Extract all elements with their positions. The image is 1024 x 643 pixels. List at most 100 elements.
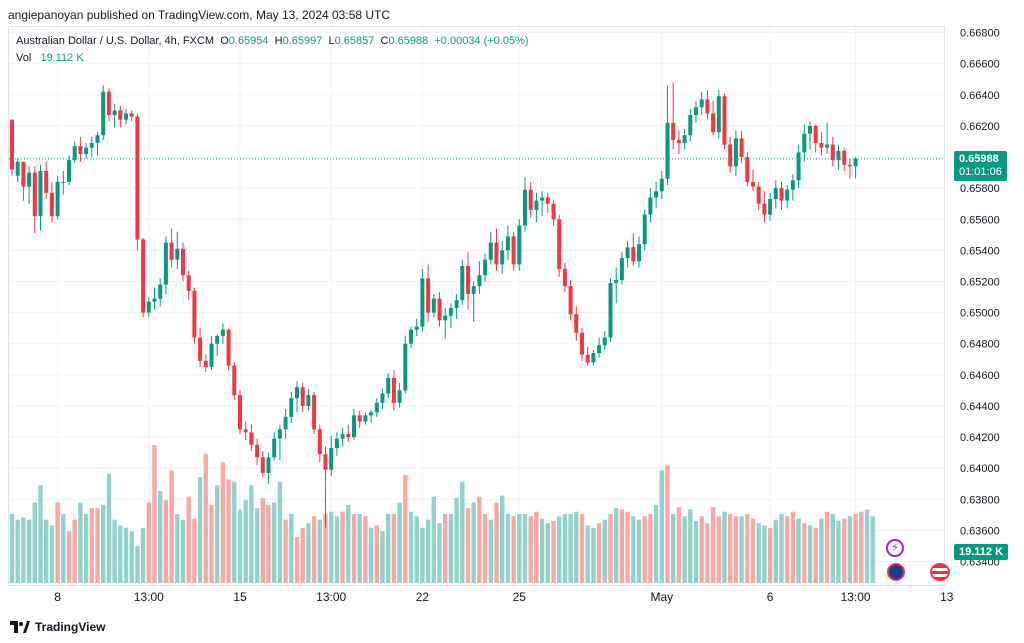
candle-body bbox=[44, 171, 49, 193]
volume-bar bbox=[596, 523, 602, 583]
volume-bar bbox=[169, 470, 174, 583]
volume-bar bbox=[294, 537, 300, 583]
candle-body bbox=[802, 133, 807, 153]
y-tick-label: 0.63600 bbox=[960, 525, 1000, 537]
candle-body bbox=[369, 412, 374, 416]
candle-body bbox=[551, 203, 556, 220]
volume-bar bbox=[272, 502, 277, 583]
candle-body bbox=[745, 157, 750, 182]
volume-bar bbox=[477, 496, 482, 583]
volume-bar bbox=[129, 531, 134, 583]
volume-bar bbox=[237, 509, 243, 583]
volume-bar bbox=[534, 511, 539, 583]
volume-bar bbox=[762, 525, 767, 583]
open-value: 0.65954 bbox=[228, 35, 269, 47]
bar-countdown: 01:01:06 bbox=[959, 166, 1002, 178]
candle-body bbox=[676, 139, 681, 144]
volume-bar bbox=[443, 514, 448, 583]
candle-body bbox=[671, 122, 676, 140]
candle-body bbox=[260, 457, 265, 473]
candle-body bbox=[842, 150, 847, 165]
candle-body bbox=[523, 189, 527, 226]
candle-body bbox=[209, 343, 214, 368]
volume-bar bbox=[317, 519, 322, 583]
volume-bar bbox=[665, 465, 670, 583]
candle-body bbox=[186, 275, 191, 291]
candle-body bbox=[38, 171, 43, 217]
candle-body bbox=[488, 242, 493, 260]
candle-body bbox=[409, 329, 413, 344]
candle-body bbox=[654, 191, 659, 198]
candle-body bbox=[10, 119, 14, 170]
volume-bar bbox=[26, 519, 32, 583]
volume-bar bbox=[562, 514, 568, 583]
volume-bar bbox=[614, 508, 619, 583]
close-label: C bbox=[380, 35, 389, 47]
candle-body bbox=[329, 447, 334, 470]
volume-bar bbox=[574, 511, 579, 583]
australia-flag-icon[interactable] bbox=[887, 563, 905, 581]
volume-bar bbox=[671, 514, 676, 583]
candle-body bbox=[779, 188, 784, 201]
x-tick-label: 13:00 bbox=[316, 590, 346, 604]
events-lightning-icon[interactable]: ⚡ bbox=[886, 539, 904, 557]
volume-bar bbox=[232, 481, 237, 583]
volume-bar bbox=[591, 527, 596, 583]
volume-bar bbox=[66, 531, 72, 583]
y-tick-label: 0.64800 bbox=[960, 339, 1000, 351]
volume-bar bbox=[180, 519, 186, 583]
volume-bar bbox=[380, 531, 385, 583]
candle-body bbox=[494, 242, 499, 265]
volume-bar bbox=[676, 507, 682, 583]
candle-body bbox=[340, 433, 345, 439]
candle-body bbox=[101, 91, 106, 136]
candle-body bbox=[84, 147, 89, 154]
price-axis: 0.668000.666000.664000.662000.660000.658… bbox=[960, 28, 1000, 569]
volume-bar bbox=[118, 525, 123, 583]
candle-body bbox=[768, 199, 773, 215]
candle-body bbox=[352, 415, 356, 438]
candle-body bbox=[500, 250, 505, 265]
candle-body bbox=[756, 186, 761, 204]
volume-bar bbox=[785, 516, 790, 583]
volume-bar bbox=[158, 491, 163, 583]
volume-bar bbox=[215, 485, 220, 583]
volume-bar bbox=[539, 518, 545, 583]
candle-body bbox=[682, 135, 687, 144]
candle-body bbox=[334, 438, 339, 448]
volume-bar bbox=[608, 514, 613, 583]
candle-body bbox=[722, 96, 727, 145]
volume-bar bbox=[705, 523, 710, 583]
x-tick-label: 13 bbox=[940, 590, 954, 604]
candle-body bbox=[597, 345, 602, 354]
candle-body bbox=[568, 286, 573, 315]
volume-bar bbox=[226, 479, 231, 583]
volume-bar bbox=[21, 517, 26, 583]
volume-bar bbox=[15, 519, 20, 583]
candle-body bbox=[277, 429, 282, 439]
candle-body bbox=[694, 107, 698, 116]
candle-body bbox=[55, 181, 60, 217]
tradingview-logo-text: TradingView bbox=[35, 620, 106, 634]
volume-bar bbox=[796, 518, 801, 583]
candle-body bbox=[705, 99, 710, 114]
volume-bar bbox=[386, 514, 391, 583]
candle-body bbox=[203, 360, 208, 368]
volume-bar bbox=[89, 508, 94, 583]
volume-bar bbox=[186, 496, 191, 583]
volume-bar bbox=[813, 527, 818, 583]
candle-body bbox=[608, 283, 613, 338]
publisher-line: angiepanoyan published on TradingView.co… bbox=[8, 8, 391, 22]
candle-body bbox=[192, 290, 197, 338]
volume-bar bbox=[642, 516, 647, 583]
candle-body bbox=[67, 160, 71, 182]
volume-bar bbox=[431, 496, 436, 583]
volume-bar bbox=[557, 516, 562, 583]
candle-body bbox=[89, 143, 94, 148]
us-flag-icon[interactable] bbox=[930, 563, 950, 581]
candle-body bbox=[716, 96, 721, 133]
x-tick-label: 6 bbox=[767, 590, 774, 604]
candle-body bbox=[711, 113, 716, 133]
volume-bar bbox=[408, 511, 414, 583]
